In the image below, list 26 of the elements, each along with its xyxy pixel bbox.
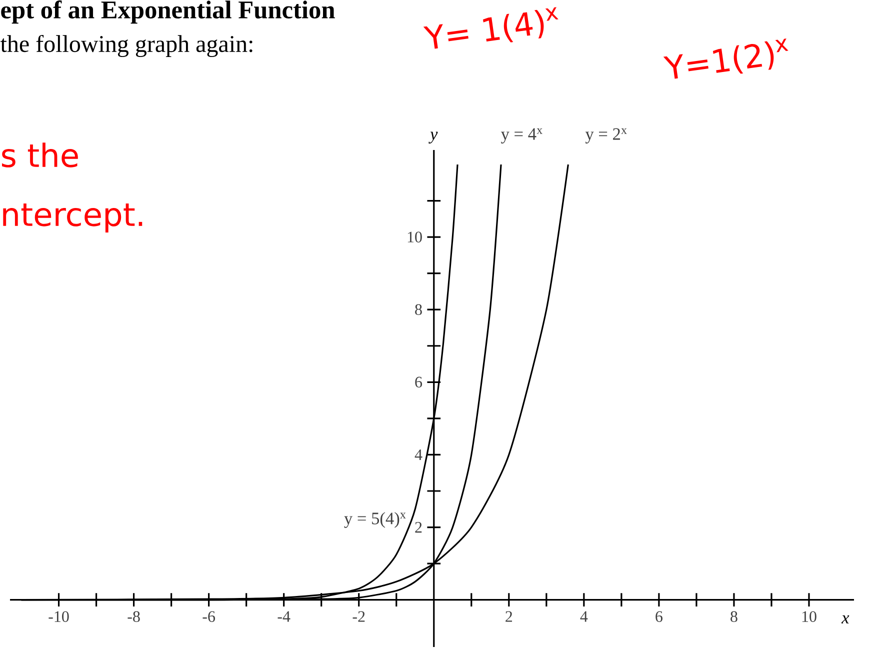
x-tick-label: -8 [128, 611, 140, 622]
x-tick-label: -10 [48, 611, 69, 622]
y-axis-title: y [428, 132, 438, 144]
series-label: y = 4$^{x}$ [500, 128, 542, 144]
x-tick-label: -6 [202, 611, 216, 622]
chart-title: ept of an Exponential Function [1, 0, 335, 24]
annotation: s the [2, 142, 78, 168]
x-tick-label: 6 [656, 611, 662, 622]
annotation: ntercept. [3, 203, 142, 233]
x-tick-label: -4 [278, 611, 290, 622]
series-label: y = 5(4)$^{x}$ [344, 512, 406, 528]
x-tick-label: 2 [506, 611, 512, 622]
text: Y=1(2)$^{x}$ [663, 38, 788, 79]
x-tick-label: -2 [352, 611, 365, 622]
y-tick-label: 6 [415, 376, 422, 388]
y-tick-label: 4 [414, 449, 422, 460]
chart-subtitle: the following graph again: [0, 34, 252, 58]
text: Y= 1(4)$^{x}$ [423, 7, 558, 49]
x-tick-label: 10 [802, 611, 816, 622]
x-tick-label: 8 [730, 611, 738, 622]
y-tick-label: 10 [408, 232, 422, 242]
y-tick-label: 8 [415, 304, 422, 315]
x-tick-label: 4 [580, 611, 588, 622]
x-axis-title: x [841, 615, 850, 624]
series-label: y = 2$^{x}$ [585, 128, 627, 144]
y-tick-label: 2 [415, 522, 422, 533]
